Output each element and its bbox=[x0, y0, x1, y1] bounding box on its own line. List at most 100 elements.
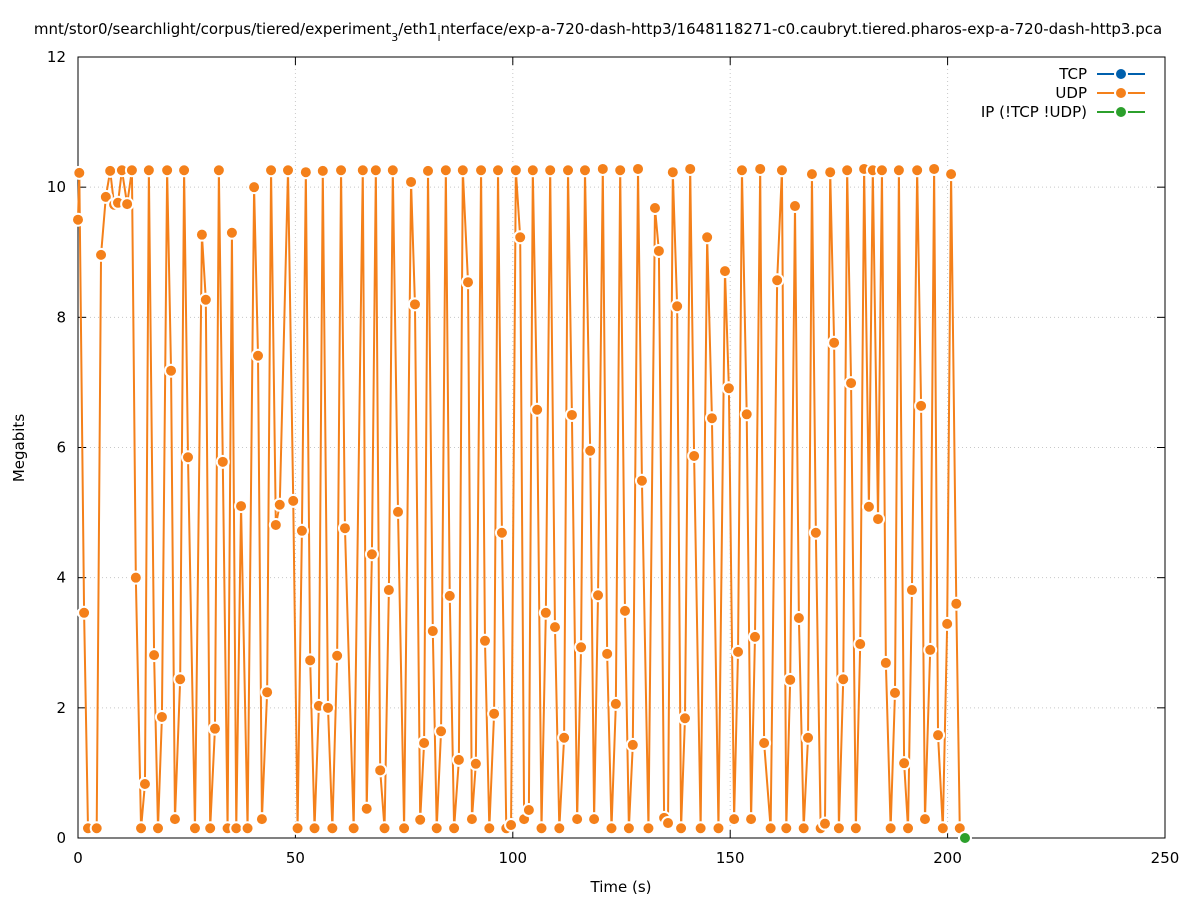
point bbox=[561, 163, 576, 178]
point bbox=[617, 603, 632, 618]
point bbox=[823, 165, 838, 180]
point bbox=[674, 821, 689, 836]
point bbox=[763, 821, 778, 836]
point bbox=[874, 163, 889, 178]
point bbox=[321, 700, 336, 715]
point bbox=[167, 812, 182, 827]
point bbox=[421, 163, 436, 178]
point bbox=[677, 711, 692, 726]
point bbox=[721, 381, 736, 396]
point bbox=[98, 189, 113, 204]
y-tick-label: 4 bbox=[56, 569, 66, 587]
point bbox=[407, 297, 422, 312]
y-tick-label: 8 bbox=[56, 308, 66, 326]
point bbox=[77, 605, 92, 620]
point bbox=[783, 672, 798, 687]
point bbox=[914, 398, 929, 413]
point bbox=[346, 821, 361, 836]
point bbox=[330, 648, 345, 663]
legend-label: TCP bbox=[1058, 65, 1087, 83]
title-part: 3 bbox=[391, 31, 398, 44]
point bbox=[647, 200, 662, 215]
point bbox=[260, 685, 275, 700]
point bbox=[72, 165, 87, 180]
point bbox=[935, 821, 950, 836]
point bbox=[128, 570, 143, 585]
point bbox=[853, 637, 868, 652]
point bbox=[901, 821, 916, 836]
point bbox=[923, 642, 938, 657]
point bbox=[779, 821, 794, 836]
point bbox=[683, 161, 698, 176]
point bbox=[272, 497, 287, 512]
point bbox=[891, 163, 906, 178]
point bbox=[700, 230, 715, 245]
legend-label: IP (!TCP !UDP) bbox=[981, 103, 1087, 121]
point bbox=[337, 521, 352, 536]
point bbox=[447, 821, 462, 836]
point bbox=[747, 629, 762, 644]
legend-marker bbox=[1114, 67, 1128, 81]
point bbox=[290, 821, 305, 836]
point bbox=[717, 264, 732, 279]
x-tick-label: 250 bbox=[1151, 849, 1180, 867]
point bbox=[137, 776, 152, 791]
point bbox=[425, 624, 440, 639]
point bbox=[451, 752, 466, 767]
title-part: i bbox=[437, 31, 440, 44]
point bbox=[883, 821, 898, 836]
point bbox=[796, 821, 811, 836]
point bbox=[547, 620, 562, 635]
point bbox=[71, 212, 85, 227]
point bbox=[434, 724, 449, 739]
point bbox=[844, 376, 859, 391]
point bbox=[917, 812, 932, 827]
point bbox=[711, 821, 726, 836]
point bbox=[154, 709, 169, 724]
point bbox=[871, 512, 886, 527]
title-part: nterface/exp-a-720-dash-http3/1648118271… bbox=[441, 20, 1163, 38]
point bbox=[89, 821, 104, 836]
point bbox=[927, 161, 942, 176]
y-tick-label: 10 bbox=[47, 178, 66, 196]
point bbox=[817, 816, 832, 831]
point bbox=[831, 821, 846, 836]
point bbox=[704, 411, 719, 426]
point bbox=[595, 161, 610, 176]
y-tick-label: 12 bbox=[47, 48, 66, 66]
point bbox=[211, 163, 226, 178]
point bbox=[177, 163, 192, 178]
point bbox=[949, 596, 964, 611]
point bbox=[355, 163, 370, 178]
point bbox=[534, 821, 549, 836]
point bbox=[583, 443, 598, 458]
point bbox=[103, 163, 118, 178]
point bbox=[848, 821, 863, 836]
point bbox=[381, 583, 396, 598]
point bbox=[334, 163, 349, 178]
point bbox=[931, 728, 946, 743]
point bbox=[513, 230, 528, 245]
point bbox=[298, 165, 313, 180]
point bbox=[770, 273, 785, 288]
y-tick-label: 0 bbox=[56, 829, 66, 847]
x-axis-label: Time (s) bbox=[590, 878, 652, 896]
point bbox=[247, 180, 262, 195]
point bbox=[494, 525, 509, 540]
point bbox=[147, 648, 162, 663]
point bbox=[504, 817, 519, 832]
point bbox=[315, 163, 330, 178]
point bbox=[385, 163, 400, 178]
point bbox=[397, 821, 412, 836]
point bbox=[487, 706, 502, 721]
point bbox=[207, 721, 222, 736]
point bbox=[530, 402, 545, 417]
x-tick-label: 150 bbox=[716, 849, 745, 867]
point bbox=[840, 163, 855, 178]
point bbox=[521, 803, 536, 818]
point bbox=[368, 163, 383, 178]
point bbox=[151, 821, 166, 836]
point bbox=[861, 499, 876, 514]
point bbox=[203, 821, 218, 836]
point bbox=[727, 812, 742, 827]
